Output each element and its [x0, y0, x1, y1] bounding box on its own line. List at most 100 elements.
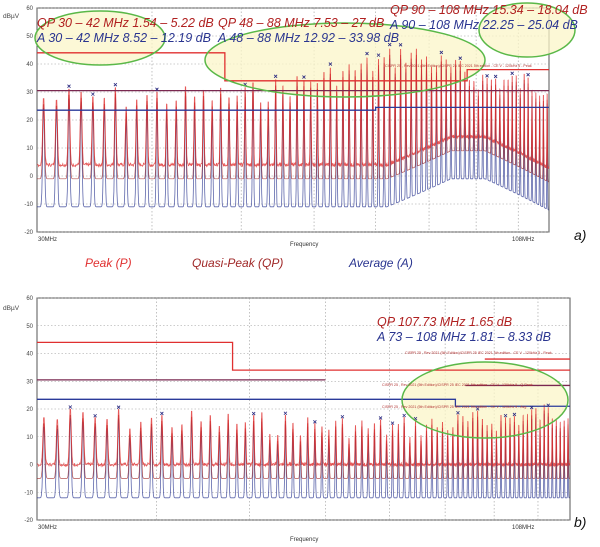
y-tick-label: 0: [30, 174, 34, 180]
y-tick-label: 30: [26, 90, 33, 96]
peak-marker: [510, 71, 514, 76]
peak-marker: [113, 82, 118, 87]
panel-b-chart: 60 50 40 30 20 10 0 -10 -20 dBµV 30MHz 108MHz Fr…: [3, 296, 586, 543]
annotation-qp-90-108: QP 90 – 108 MHz 15.34 – 18.04 dB: [390, 3, 588, 17]
panel-a-y-unit: dBµV: [3, 13, 20, 20]
panel-a-x-tick-start: 30MHz: [38, 237, 57, 243]
panel-b-x-tick-start: 30MHz: [38, 525, 57, 531]
panel-b-traces: [36, 404, 571, 499]
highlight-90-108: [479, 3, 575, 57]
peak-marker: [340, 414, 345, 419]
peak-marker: [390, 421, 395, 425]
legend-peak: Peak (P): [85, 256, 132, 270]
y-tick-label: 40: [26, 62, 33, 68]
peak-marker: [456, 410, 460, 415]
panel-b-x-tick-end: 108MHz: [512, 525, 534, 531]
legend-average: Average (A): [348, 256, 413, 270]
peak-marker: [376, 53, 381, 57]
peak-marker: [67, 84, 71, 88]
peak-marker: [493, 74, 498, 79]
highlight-outline: [478, 2, 576, 58]
peak-marker: [485, 74, 489, 78]
panel-a-peak-markers: [34, 2, 576, 98]
y-tick-label: -10: [24, 490, 33, 496]
panel-a-y-ticks: 60 50 40 30 20 10 0 -10 -20: [24, 6, 33, 236]
y-tick-label: 40: [26, 352, 33, 358]
annotation-a-48-88: A 48 – 88 MHz 12.92 – 33.98 dB: [217, 31, 399, 45]
annotation-qp-48-88: QP 48 – 88 MHz 7.53 – 27 dB: [218, 16, 384, 30]
peak-marker: [155, 87, 159, 92]
panel-a-chart: 60 50 40 30 20 10 0 -10 -20 dBµV 30MHz 108MHz Fr…: [3, 2, 586, 248]
y-tick-label: 10: [26, 435, 33, 441]
peak-marker: [378, 416, 383, 420]
trace-quasi_peak: [37, 54, 550, 183]
panel-b-limit-lines: [37, 341, 570, 407]
legend: Peak (P) Quasi-Peak (QP) Average (A): [85, 256, 413, 270]
panel-a-label: a): [574, 227, 586, 243]
annotation-qp-30-42: QP 30 – 42 MHz 1.54 – 5.22 dB: [37, 16, 214, 30]
panel-a-x-tick-end: 108MHz: [512, 237, 534, 243]
peak-marker: [313, 420, 317, 424]
panel-b-cispr-note-qp: CISPR 25 , Rev 2021 (5th Edition)/CISPR …: [382, 383, 533, 387]
y-tick-label: 50: [26, 324, 33, 330]
trace-average: [37, 413, 570, 499]
peak-marker: [398, 43, 403, 47]
panel-b-x-label: Frequency: [290, 537, 318, 543]
y-tick-label: -20: [24, 230, 33, 236]
panel-a-cispr-note: CISPR 25 , Rev 2021 (5th Edition)/CISPR …: [385, 64, 532, 68]
highlight-outline: [34, 10, 166, 66]
peak-marker: [93, 413, 97, 418]
y-tick-label: 0: [30, 463, 34, 469]
peak-marker: [387, 42, 392, 47]
y-tick-label: 60: [26, 6, 33, 12]
limit-line-class-limit-upper-: [37, 341, 570, 371]
peak-marker: [116, 405, 121, 409]
legend-quasi-peak: Quasi-Peak (QP): [192, 256, 283, 270]
peak-marker: [458, 56, 463, 60]
peak-marker: [526, 72, 530, 77]
annotation-a-30-42: A 30 – 42 MHz 8.52 – 12.19 dB: [36, 31, 211, 45]
y-tick-label: 30: [26, 379, 33, 385]
y-tick-label: 50: [26, 34, 33, 40]
peak-marker: [402, 413, 406, 418]
panel-a-highlights: [35, 3, 575, 97]
peak-marker: [503, 413, 508, 418]
annotation-a-73-108: A 73 – 108 MHz 1.81 – 8.33 dB: [376, 330, 551, 344]
panel-b-label: b): [574, 514, 586, 530]
highlight-outline: [204, 22, 486, 98]
y-tick-label: 20: [26, 407, 33, 413]
highlight-outline: [401, 361, 569, 439]
panel-a-x-label: Frequency: [290, 242, 318, 248]
y-tick-label: 20: [26, 118, 33, 124]
panel-b-highlights: [402, 362, 568, 438]
peak-marker: [91, 92, 95, 96]
peak-marker: [512, 412, 517, 417]
highlight-48-88: [205, 23, 485, 97]
peak-marker: [160, 411, 164, 416]
limit-line-average-limit: [37, 398, 570, 407]
highlight-73-108: [402, 362, 568, 438]
peak-marker: [475, 407, 480, 411]
panel-b-cispr-note: CISPR 25 , Rev 2021 (5th Edition)/CISPR …: [405, 351, 552, 355]
peak-marker: [68, 405, 73, 409]
y-tick-label: 10: [26, 146, 33, 152]
panel-b-y-ticks: 60 50 40 30 20 10 0 -10 -20: [24, 296, 33, 524]
panel-a-traces: [36, 48, 550, 211]
annotation-qp-107: QP 107.73 MHz 1.65 dB: [377, 315, 512, 329]
panel-b-y-unit: dBµV: [3, 305, 20, 312]
cispr-notes: CISPR 25 , Rev 2021 (5th Edition)/CISPR …: [382, 64, 552, 409]
trace-peak: [36, 48, 550, 169]
peak-marker: [273, 74, 278, 79]
annotations: QP 30 – 42 MHz 1.54 – 5.22 dB A 30 – 42 …: [36, 3, 588, 344]
annotation-a-90-108: A 90 – 108 MHz 22.25 – 25.04 dB: [389, 18, 578, 32]
y-tick-label: -20: [24, 518, 33, 524]
peak-marker: [439, 50, 444, 55]
trace-peak: [36, 404, 571, 468]
peak-marker: [251, 411, 256, 416]
peak-marker: [529, 405, 534, 410]
peak-marker: [328, 62, 333, 66]
y-tick-label: -10: [24, 202, 33, 208]
trace-quasi_peak: [37, 410, 570, 479]
highlight-30-42: [35, 11, 165, 65]
trace-average: [37, 58, 550, 211]
